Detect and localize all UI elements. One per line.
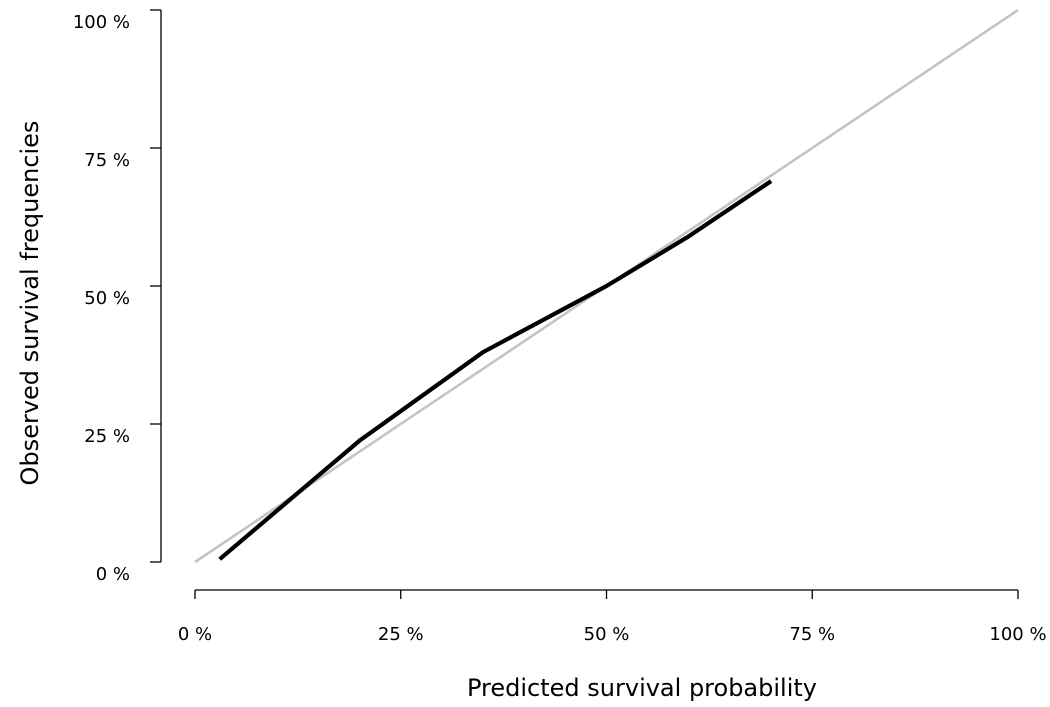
series-layer [194,8,1019,564]
x-tick-label: 25 % [378,624,424,645]
calibration-line [218,179,773,561]
y-tick-label: 0 % [96,564,130,585]
y-axis-ticks: 0 % 25 % 50 % 75 % 100 % [73,9,161,585]
y-tick-label: 75 % [84,150,130,171]
y-tick-label: 25 % [84,426,130,447]
x-axis-title: Predicted survival probability [467,674,817,702]
x-tick-label: 75 % [789,624,835,645]
y-axis-title: Observed survival frequencies [16,121,44,486]
x-axis-ticks: 0 % 25 % 50 % 75 % 100 % [178,590,1047,645]
y-tick-label: 50 % [84,288,130,309]
x-tick-label: 50 % [584,624,630,645]
x-tick-label: 0 % [178,624,212,645]
x-tick-label: 100 % [989,624,1046,645]
y-tick-label: 100 % [73,12,130,33]
axes-layer: 0 % 25 % 50 % 75 % 100 % 0 % 25 % 50 % 75 % 100 … [73,9,1047,645]
